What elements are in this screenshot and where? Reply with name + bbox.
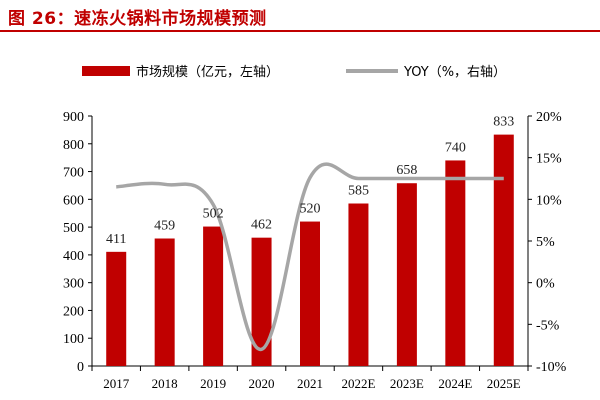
bar-value-label: 520 xyxy=(300,202,321,217)
bar-value-label: 833 xyxy=(493,115,514,130)
bar xyxy=(203,226,224,366)
bar-value-label: 411 xyxy=(106,232,126,247)
right-tick-label: 15% xyxy=(536,152,562,167)
x-tick-label: 2020 xyxy=(249,376,275,391)
x-tick-label: 2024E xyxy=(438,376,472,391)
x-tick-label: 2018 xyxy=(152,376,178,391)
x-tick-label: 2017 xyxy=(103,376,130,391)
legend-line-label: YOY（%，右轴） xyxy=(403,65,506,80)
bar xyxy=(106,251,127,366)
right-tick-label: 20% xyxy=(536,110,562,125)
x-tick-label: 2022E xyxy=(341,376,375,391)
bar xyxy=(348,203,369,366)
bar-value-label: 459 xyxy=(154,219,175,234)
right-tick-label: 5% xyxy=(536,235,555,250)
right-tick-label: 0% xyxy=(536,277,555,292)
left-tick-label: 600 xyxy=(63,193,84,208)
bar xyxy=(300,221,320,366)
bar xyxy=(154,238,175,366)
bar-value-label: 658 xyxy=(396,163,417,178)
left-tick-label: 700 xyxy=(63,166,84,181)
bar xyxy=(396,183,417,366)
left-tick-label: 800 xyxy=(63,138,84,153)
left-tick-label: 900 xyxy=(63,110,84,125)
bar xyxy=(493,134,514,366)
bar xyxy=(445,160,466,366)
title-divider xyxy=(0,30,600,32)
chart-title: 图 26：速冻火锅料市场规模预测 xyxy=(8,9,267,29)
left-tick-label: 500 xyxy=(63,221,84,236)
right-tick-label: -5% xyxy=(536,318,560,333)
left-tick-label: 0 xyxy=(77,360,84,375)
yoy-line xyxy=(116,162,504,352)
left-tick-label: 300 xyxy=(63,277,84,292)
x-tick-label: 2019 xyxy=(200,376,226,391)
legend-bar-swatch xyxy=(82,66,130,76)
bar-value-label: 502 xyxy=(203,207,224,222)
x-tick-label: 2021 xyxy=(297,376,323,391)
left-tick-label: 100 xyxy=(63,332,84,347)
right-tick-label: 10% xyxy=(536,193,562,208)
bar xyxy=(251,237,272,366)
left-tick-label: 400 xyxy=(63,249,84,264)
bar-value-label: 462 xyxy=(251,218,272,233)
x-tick-label: 2023E xyxy=(390,376,424,391)
legend-bar-label: 市场规模（亿元，左轴） xyxy=(136,64,279,80)
right-tick-label: -10% xyxy=(536,360,567,375)
left-tick-label: 200 xyxy=(63,304,84,319)
bar-value-label: 740 xyxy=(445,140,466,155)
x-tick-label: 2025E xyxy=(487,376,521,391)
legend: 市场规模（亿元，左轴） YOY（%，右轴） xyxy=(82,64,506,80)
bar-value-label: 585 xyxy=(348,184,369,199)
